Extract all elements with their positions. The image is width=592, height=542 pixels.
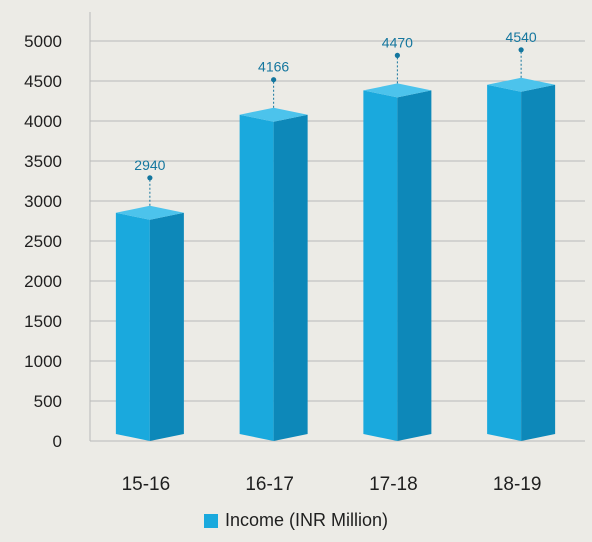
bar-front [115,212,150,441]
bar-front [363,90,398,442]
x-category-label: 18-19 [493,474,542,495]
y-tick-label: 1500 [24,312,62,331]
x-category-label: 15-16 [122,474,171,495]
y-tick-label: 1000 [24,352,62,371]
bar-top [239,107,308,122]
y-tick-label: 4500 [24,72,62,91]
y-tick-label: 3000 [24,192,62,211]
y-tick-label: 3500 [24,152,62,171]
bar-chart: 0 500 1000 1500 2000 2500 3000 3500 4000 4500 5000… [24,12,585,495]
bar-top [363,83,432,98]
label-marker [271,77,277,83]
bar-side [397,90,432,442]
bar-side [149,212,184,441]
y-tick-label: 500 [34,392,62,411]
y-tick-label: 2500 [24,232,62,251]
bar-top [487,77,556,92]
x-category-label: 17-18 [369,474,418,495]
label-marker [147,175,153,181]
legend: Income (INR Million) [0,510,592,531]
y-tick-label: 4000 [24,112,62,131]
y-tick-label: 5000 [24,32,62,51]
legend-label: Income (INR Million) [224,510,389,530]
bar-front [487,84,522,442]
bar-side [521,84,556,442]
bar-side [273,114,308,441]
data-label: 4540 [506,29,537,45]
data-label: 2940 [134,157,165,173]
y-tick-label: 0 [53,432,62,451]
x-category-label: 16-17 [245,474,294,495]
y-tick-label: 2000 [24,272,62,291]
label-marker [394,52,400,59]
legend-swatch [203,513,218,528]
label-marker [518,47,524,53]
bar-front [239,114,274,441]
data-label: 4166 [258,59,289,75]
bar-top [115,205,184,220]
data-label: 4470 [382,34,413,50]
